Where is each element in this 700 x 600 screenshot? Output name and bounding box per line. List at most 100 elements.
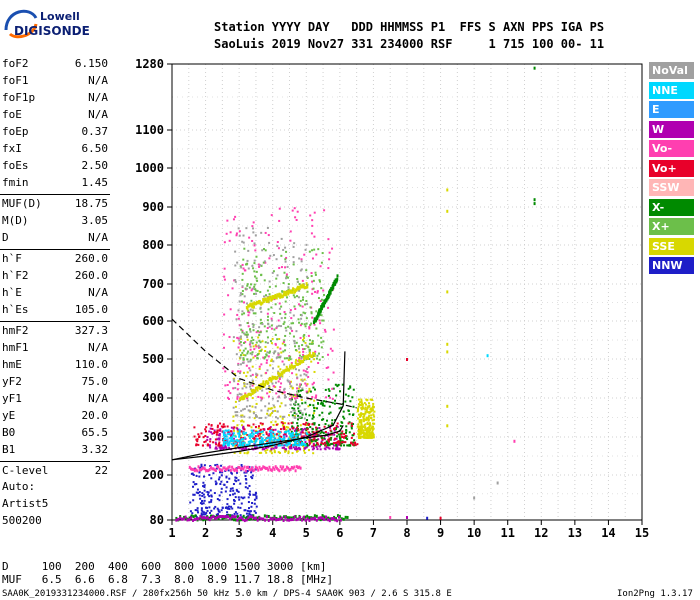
data-point: [267, 436, 270, 439]
data-point: [320, 436, 323, 439]
trace-point: [297, 466, 300, 470]
data-point: [260, 432, 263, 435]
data-point: [255, 495, 258, 498]
data-point: [224, 439, 227, 442]
data-point: [311, 257, 314, 260]
data-point: [245, 431, 248, 434]
data-point: [229, 494, 232, 497]
data-point: [293, 409, 296, 412]
data-point: [206, 506, 209, 509]
data-point: [232, 443, 235, 446]
data-point: [303, 449, 306, 452]
trace-point: [265, 466, 268, 470]
data-point: [372, 422, 375, 425]
data-point: [239, 482, 242, 485]
data-point: [295, 359, 298, 362]
data-point: [266, 369, 269, 372]
data-point: [267, 402, 270, 405]
data-point: [301, 379, 304, 382]
data-point: [339, 437, 342, 440]
data-point: [314, 350, 317, 353]
data-point: [330, 433, 333, 436]
trace-point: [301, 283, 304, 287]
data-point: [269, 449, 272, 452]
data-point: [372, 427, 375, 430]
data-point: [323, 437, 326, 440]
data-point: [269, 426, 272, 429]
data-point: [302, 442, 305, 445]
data-point: [304, 413, 307, 416]
data-point: [296, 393, 299, 396]
data-point: [237, 479, 240, 482]
data-point: [293, 416, 296, 419]
param-value: 3.05: [81, 214, 109, 227]
data-point: [288, 442, 291, 445]
data-point: [323, 447, 326, 450]
data-point: [228, 431, 231, 434]
data-point: [247, 310, 250, 313]
data-point: [274, 438, 277, 441]
data-point: [278, 451, 281, 454]
data-point: [268, 257, 271, 260]
data-point: [210, 424, 213, 427]
data-point: [200, 507, 203, 510]
data-point: [294, 448, 297, 451]
data-point: [281, 417, 284, 420]
data-point: [327, 388, 330, 391]
data-point: [240, 409, 243, 412]
data-point: [223, 483, 226, 486]
data-point: [310, 312, 313, 315]
data-point: [295, 430, 298, 433]
trace-point: [279, 293, 282, 297]
data-point: [339, 439, 342, 442]
data-point: [357, 427, 360, 430]
data-point: [280, 237, 283, 240]
data-point: [337, 440, 340, 443]
data-point: [249, 440, 252, 443]
data-point: [252, 423, 255, 426]
data-point: [306, 275, 309, 278]
data-point: [294, 368, 297, 371]
data-point: [277, 444, 280, 447]
trace-point: [217, 515, 220, 519]
data-point: [287, 288, 290, 291]
data-point: [351, 414, 354, 417]
data-point: [277, 437, 280, 440]
data-point: [264, 261, 267, 264]
param-row: hmE 110.0: [2, 358, 108, 375]
data-point: [276, 338, 279, 341]
data-point: [232, 434, 235, 437]
data-point: [372, 418, 375, 421]
data-point: [242, 446, 245, 449]
x-tick-label: 4: [269, 526, 276, 540]
data-point: [244, 341, 247, 344]
data-point: [359, 415, 362, 418]
trace-point: [253, 468, 256, 472]
data-point: [296, 447, 299, 450]
data-point: [260, 417, 263, 420]
data-point: [232, 387, 235, 390]
data-point: [271, 337, 274, 340]
param-row: yE 20.0: [2, 409, 108, 426]
data-point: [312, 412, 315, 415]
data-point: [348, 431, 351, 434]
data-point: [350, 436, 353, 439]
data-point: [270, 435, 273, 438]
data-point: [343, 417, 346, 420]
data-point: [261, 448, 264, 451]
data-point: [247, 360, 250, 363]
data-point: [291, 209, 294, 212]
isolated-point: [389, 516, 392, 519]
data-point: [249, 308, 252, 311]
data-point: [327, 366, 330, 369]
param-row: hmF2 327.3: [2, 324, 108, 341]
trace-point: [236, 515, 239, 519]
data-point: [342, 415, 345, 418]
data-point: [369, 429, 372, 432]
data-point: [267, 407, 270, 410]
trace-point: [192, 467, 195, 471]
data-point: [260, 310, 263, 313]
data-point: [253, 443, 256, 446]
trace-point: [284, 515, 287, 519]
data-point: [289, 380, 292, 383]
